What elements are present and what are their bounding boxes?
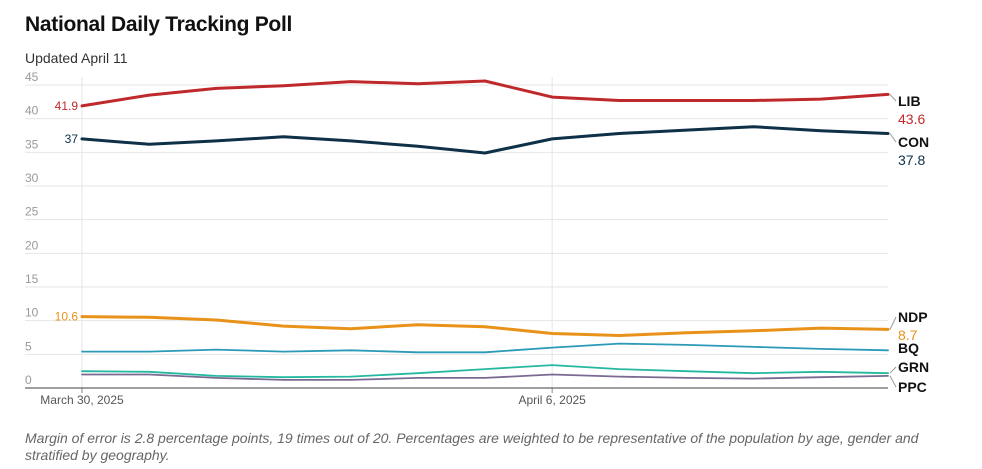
series-name-grn: GRN (898, 359, 929, 375)
series-name-con: CON (898, 134, 929, 150)
chart-subtitle: Updated April 11 (25, 50, 128, 66)
end-value-lib: 43.6 (898, 111, 925, 127)
y-tick-label: 15 (25, 272, 39, 286)
series-name-lib: LIB (898, 93, 921, 109)
label-connector (889, 133, 897, 143)
label-connector (889, 94, 897, 102)
label-connector (889, 366, 897, 374)
footnote: Margin of error is 2.8 percentage points… (25, 430, 919, 463)
end-value-con: 37.8 (898, 152, 925, 168)
series-line-con (80, 125, 890, 155)
y-tick-label: 25 (25, 205, 39, 219)
series-line-bq (81, 342, 889, 354)
series-line-ndp (80, 315, 890, 337)
y-tick-label: 0 (25, 373, 32, 387)
x-tick-label: April 6, 2025 (518, 393, 586, 407)
series-name-ppc: PPC (898, 379, 927, 395)
label-connector (889, 316, 897, 330)
line-chart: 0 5 10 15 20 25 30 35 40 45 March 30, 2025 April 6,… (25, 70, 929, 407)
chart-title: National Daily Tracking Poll (25, 13, 293, 36)
start-label-con: 37 (65, 132, 79, 146)
y-tick-label: 45 (25, 70, 39, 84)
end-value-ndp: 8.7 (898, 327, 918, 343)
y-tick-label: 20 (25, 238, 39, 252)
series-line-ppc (81, 373, 889, 381)
start-label-ndp: 10.6 (55, 310, 79, 324)
y-tick-label: 5 (25, 339, 32, 353)
series-name-ndp: NDP (898, 309, 928, 325)
start-label-lib: 41.9 (55, 99, 79, 113)
series-line-lib (80, 79, 890, 108)
label-connector (889, 375, 897, 388)
y-tick-label: 30 (25, 171, 39, 185)
x-tick-label: March 30, 2025 (40, 393, 124, 407)
series-name-bq: BQ (898, 340, 919, 356)
y-tick-label: 10 (25, 306, 39, 320)
series-line-grn (81, 364, 889, 379)
y-tick-label: 40 (25, 104, 39, 118)
y-tick-label: 35 (25, 137, 39, 151)
